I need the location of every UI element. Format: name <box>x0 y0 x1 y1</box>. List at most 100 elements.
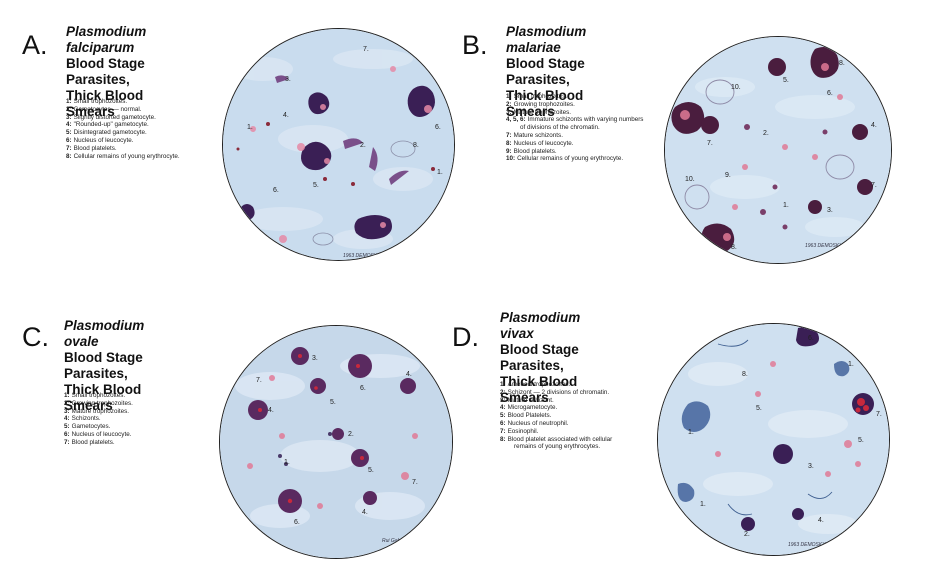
legend-item: 3: Mature schizont. <box>500 397 612 405</box>
legend-c: 1: Small trophozoites. 2: Growing trophozoi… <box>64 392 133 447</box>
legend-number: 1: <box>506 93 512 100</box>
legend-text: Gametocytes — normal. <box>73 105 142 113</box>
legend-item: 5: Disintegrated gametocyte. <box>66 129 180 137</box>
figure-label: 8. <box>731 244 737 251</box>
legend-number: 7: <box>506 131 512 139</box>
figure-label: 9. <box>725 172 731 179</box>
title-line: Blood Stage Parasites, <box>64 350 143 381</box>
legend-text: Gametocytes. <box>71 423 111 431</box>
legend-text: Nucleus of leucocyte. <box>71 430 132 438</box>
figure-label: 10. <box>731 84 741 91</box>
figure-label: 8. <box>742 371 748 378</box>
legend-number: 1: <box>500 381 506 388</box>
legend-number: 4, 5, 6: <box>506 116 526 124</box>
title-line: Blood Stage Parasites, <box>500 342 579 373</box>
legend-continuation: of divisions of the chromatin. <box>520 124 600 132</box>
legend-number: 6: <box>66 136 72 144</box>
legend-text: Schizont — 2 divisions of chromatin. <box>507 388 610 396</box>
smear-illustration-a: 1. 2. 3. 4. 5. 6. 6. 7. 8. 1. 1963 DEMOS… <box>222 28 455 261</box>
title-line: Thick Blood Smears <box>506 88 584 119</box>
figure-label: 6. <box>360 385 366 392</box>
legend-number: 4: <box>66 121 72 129</box>
smear-illustration-d: 1. 1. 1. 2. 3. 4. 5. 5. 6. 7. 8. 1963 DE… <box>657 323 890 556</box>
species-name: Plasmodium vivax <box>500 310 581 341</box>
legend-number: 3: <box>500 396 506 404</box>
legend-b: 1: Small trophozoites. 2: Growing trophozoi… <box>506 93 643 163</box>
figure-label: 4. <box>362 509 368 516</box>
legend-text: Mature schizonts. <box>513 131 563 139</box>
legend-number: 10: <box>506 155 516 163</box>
legend-number: 2: <box>66 105 72 113</box>
figure-label: 2. <box>348 431 354 438</box>
legend-number: 2: <box>500 388 506 396</box>
figure-label: 7. <box>871 182 877 189</box>
species-name: Plasmodium malariae <box>506 24 587 55</box>
figure-label: 2. <box>763 130 769 137</box>
legend-item: 6: Nucleus of leucocyte. <box>64 431 133 439</box>
legend-text: Mature schizont. <box>507 396 554 404</box>
legend-item: 7: Eosinophil. <box>500 428 612 436</box>
title-line: Blood Stage Parasites, <box>66 56 145 87</box>
figure-label: 7. <box>876 411 882 418</box>
legend-text: Cellular remains of young erythrocyte. <box>517 155 624 163</box>
legend-item: 4, 5, 6: Immature schizonts with varying … <box>506 116 643 124</box>
legend-item: 7: Mature schizonts. <box>506 132 643 140</box>
legend-text: Nucleus of leucocyte. <box>73 136 134 144</box>
panel-title: Plasmodium malariae Blood Stage Parasite… <box>506 24 586 120</box>
legend-text: Blood platelets. <box>71 438 115 446</box>
legend-item: 1: Small trophozoites. <box>506 93 643 101</box>
figure-label: 1. <box>247 124 253 131</box>
legend-item: 9: Blood platelets. <box>506 148 643 156</box>
legend-item: 2: Schizont — 2 divisions of chromatin. <box>500 389 612 397</box>
panel-title: Plasmodium falciparum Blood Stage Parasi… <box>66 24 146 120</box>
legend-number: 6: <box>64 430 70 438</box>
title-line: Thick Blood Smears <box>66 88 144 119</box>
figure-label: 1. <box>437 169 443 176</box>
legend-item: 3: Slightly distorted gametocyte. <box>66 114 180 122</box>
species-name: Plasmodium ovale <box>64 318 145 349</box>
panel-title: Plasmodium ovale Blood Stage Parasites, … <box>64 318 144 414</box>
figure-label: 5. <box>858 437 864 444</box>
panel-letter: B. <box>462 30 488 60</box>
legend-item: 2: Gametocytes — normal. <box>66 106 180 114</box>
legend-text: Disintegrated gametocyte. <box>73 129 147 137</box>
legend-number: 5: <box>500 412 506 420</box>
legend-text: Growing trophozoites. <box>71 399 133 407</box>
legend-number: 3: <box>506 108 512 116</box>
legend-number: 6: <box>500 419 506 427</box>
figure-label: 3. <box>827 207 833 214</box>
legend-text: Microgametocyte. <box>507 404 558 412</box>
legend-text: Blood platelet associated with cellular <box>507 435 613 443</box>
figure-label: 5. <box>368 467 374 474</box>
legend-text: Slightly distorted gametocyte. <box>73 113 156 121</box>
figure-label: 1. <box>284 459 290 466</box>
legend-item: 4: Schizonts. <box>64 415 133 423</box>
legend-d: 1: Ameboid trophozoites. 2: Schizont — 2 di… <box>500 381 612 451</box>
legend-text: Small trophozoites. <box>513 93 568 100</box>
title-line: Blood Stage Parasites, <box>506 56 585 87</box>
figure-label: 1. <box>848 361 854 368</box>
legend-item: 7: Blood platelets. <box>64 439 133 447</box>
legend-text: "Rounded-up" gametocyte. <box>73 121 149 129</box>
figure-label: 4. <box>268 407 274 414</box>
legend-number: 5: <box>66 129 72 137</box>
smear-svg: 1. 2. 3. 4. 5. 6. 6. 7. 8. 1. 1963 DEMOS… <box>223 29 454 260</box>
legend-number: 8: <box>500 435 506 443</box>
species-name: Plasmodium falciparum <box>66 24 147 55</box>
legend-item: 4: Microgametocyte. <box>500 404 612 412</box>
legend-number: 1: <box>66 98 72 105</box>
legend-item: 5: Blood Platelets. <box>500 412 612 420</box>
figure-label: 4. <box>283 112 289 119</box>
legend-item: 6: Nucleus of leucocyte. <box>66 137 180 145</box>
smear-svg: 1. 2. 3. 4. 5. 6. 7. 7. 8. 8. 9. 10. 10.… <box>665 37 891 263</box>
legend-text: Immature schizonts with varying numbers <box>527 116 644 124</box>
figure-label: 7. <box>707 140 713 147</box>
figure-label: 1. <box>688 429 694 436</box>
legend-number: 7: <box>64 438 70 446</box>
panel-letter: A. <box>22 30 48 60</box>
legend-item: 7: Blood platelets. <box>66 145 180 153</box>
legend-text: Eosinophil. <box>507 427 539 435</box>
figure-label: 5. <box>330 399 336 406</box>
legend-item: 4: "Rounded-up" gametocyte. <box>66 121 180 129</box>
figure-label: 6. <box>273 187 279 194</box>
